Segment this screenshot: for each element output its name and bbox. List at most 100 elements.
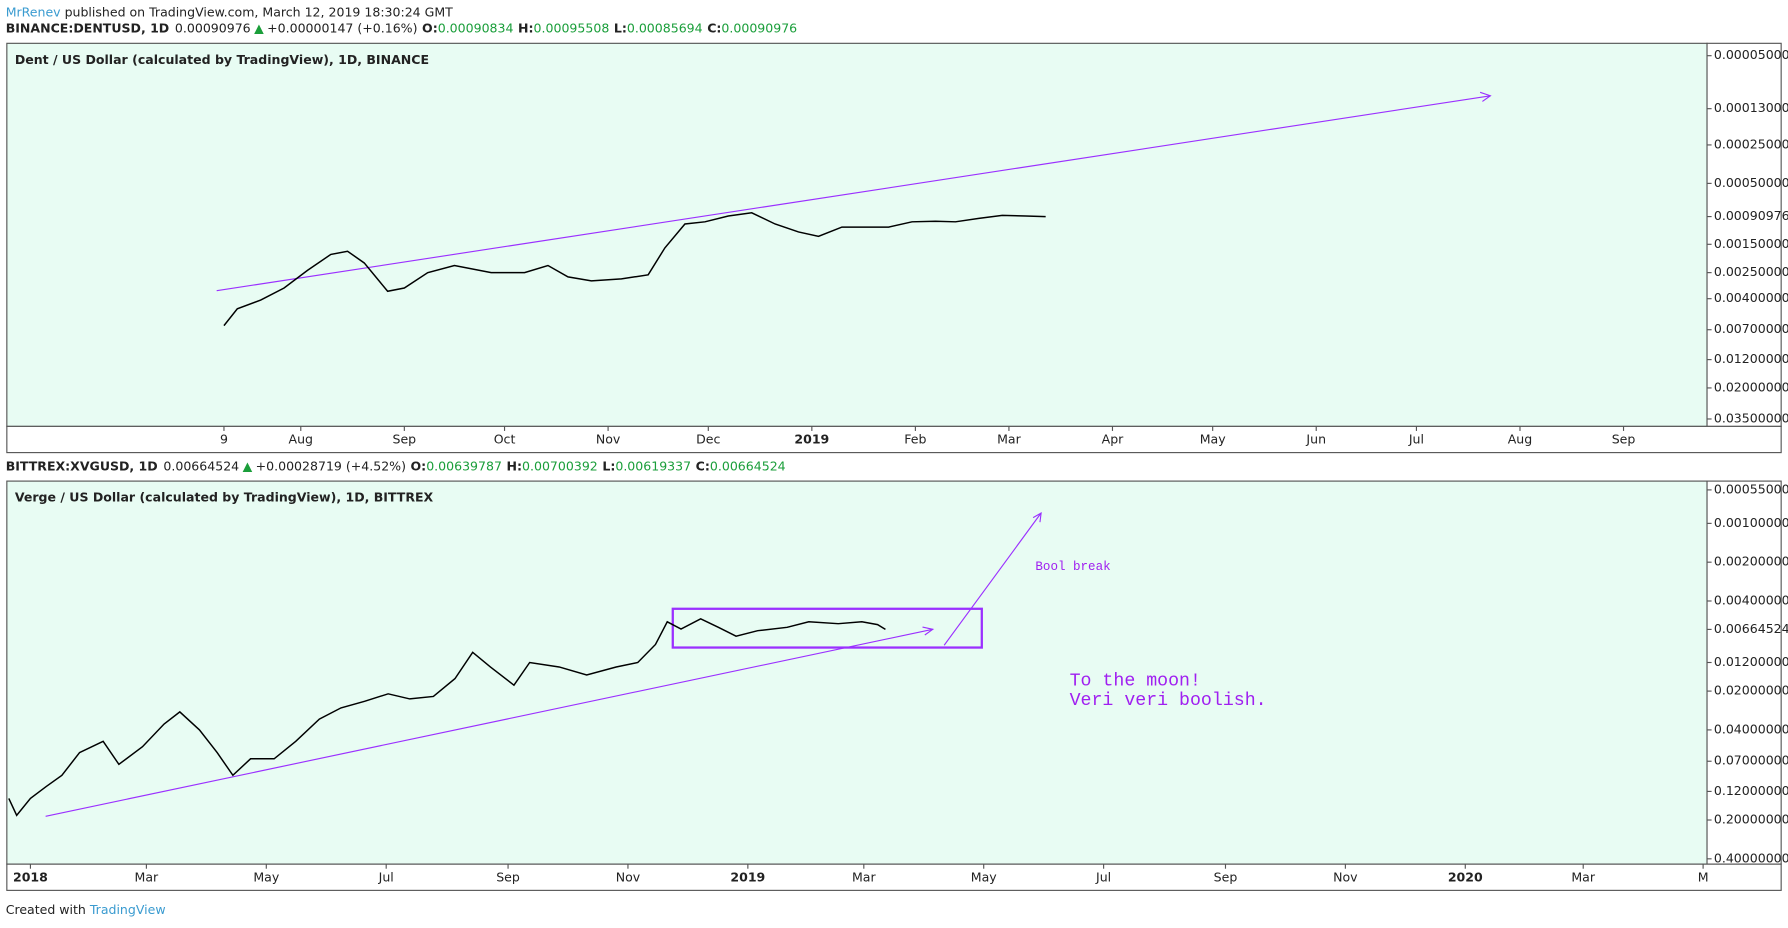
y-tick-label: 0.12000000 [1714, 783, 1788, 798]
x-tick-label: Oct [494, 432, 516, 447]
last-price: 0.00090976 [175, 20, 251, 35]
x-tick-label: Sep [1612, 432, 1636, 447]
symbol-header: BITTREX:XVGUSD, 1D 0.00664524 ▲ +0.00028719… [6, 458, 786, 473]
trend-line[interactable] [45, 628, 933, 817]
y-tick-label: 0.02000000 [1714, 683, 1788, 698]
x-tick-label: 2018 [13, 869, 48, 884]
up-arrow: ▲ [254, 20, 264, 35]
x-tick-label: Dec [696, 432, 720, 447]
footer-text: Created with [6, 901, 86, 916]
range-box[interactable] [671, 607, 983, 649]
x-tick-label: May [971, 869, 997, 884]
x-tick-label: Nov [616, 869, 641, 884]
price-line [8, 617, 886, 817]
ohlc-value: 0.00700392 [522, 458, 598, 473]
y-tick-label: 0.20000000 [1714, 812, 1788, 827]
y-tick-label: 0.00025000 [1714, 136, 1788, 151]
x-tick-label: Aug [289, 432, 313, 447]
x-tick-label: M [1698, 869, 1709, 884]
time-axis-2 [6, 863, 1782, 891]
x-tick-label: Jun [1305, 432, 1326, 447]
last-price-label: 0.00664524 [1714, 621, 1788, 636]
x-tick-label: Mar [135, 869, 159, 884]
pane-1 [6, 42, 1708, 427]
y-tick-label: 0.01200000 [1714, 351, 1788, 366]
x-tick-label: Nov [1333, 869, 1358, 884]
change: +0.00000147 (+0.16%) [267, 20, 417, 35]
y-tick-label: 0.00400000 [1714, 592, 1788, 607]
brand[interactable]: TradingView [89, 901, 166, 916]
x-tick-label: 2019 [730, 869, 765, 884]
y-tick-label: 0.00150000 [1714, 236, 1788, 251]
x-tick-label: Sep [496, 869, 520, 884]
y-tick-label: 0.00250000 [1714, 264, 1788, 279]
published: published on TradingView.com, March 12, … [65, 4, 454, 19]
pane-2 [6, 480, 1708, 865]
annotation: To the moon! [1070, 671, 1201, 691]
change: +0.00028719 (+4.52%) [256, 458, 406, 473]
ohlc-value: 0.00664524 [710, 458, 786, 473]
x-tick-label: Mar [852, 869, 876, 884]
pane-title: Dent / US Dollar (calculated by TradingV… [15, 52, 429, 67]
y-tick-label: 0.40000000 [1714, 850, 1788, 865]
ohlc-value: 0.00639787 [426, 458, 502, 473]
price-axis-1 [1706, 42, 1782, 427]
x-tick-label: Mar [997, 432, 1021, 447]
y-tick-label: 0.00700000 [1714, 321, 1788, 336]
ohlc-label: O: [422, 20, 438, 35]
x-tick-label: Jul [1408, 432, 1424, 447]
x-tick-label: Jul [1095, 869, 1111, 884]
y-tick-label: 0.00055000 [1714, 481, 1788, 496]
x-tick-label: Apr [1102, 432, 1125, 447]
ohlc-value: 0.00090834 [438, 20, 514, 35]
y-tick-label: 0.00100000 [1714, 515, 1788, 530]
symbol-header: BINANCE:DENTUSD, 1D 0.00090976 ▲ +0.0000014… [6, 20, 797, 35]
price-axis-2 [1706, 480, 1782, 865]
ohlc-label: L: [602, 458, 615, 473]
y-tick-label: 0.00050000 [1714, 175, 1788, 190]
x-tick-label: 2020 [1448, 869, 1483, 884]
last-price: 0.00664524 [163, 458, 239, 473]
x-tick-label: Jul [378, 869, 394, 884]
arrow-head [1032, 511, 1042, 523]
y-tick-label: 0.02000000 [1714, 379, 1788, 394]
annotation: Bool break [1035, 560, 1110, 574]
ohlc-label: H: [518, 20, 534, 35]
author[interactable]: MrRenev [6, 4, 61, 19]
pane-title: Verge / US Dollar (calculated by Trading… [15, 490, 434, 505]
last-price-label: 0.00090976 [1714, 208, 1788, 223]
ohlc-value: 0.00090976 [721, 20, 797, 35]
y-tick-label: 0.00400000 [1714, 290, 1788, 305]
trend-line[interactable] [216, 95, 1491, 292]
arrow-line[interactable] [943, 512, 1042, 646]
arrow-head [1479, 91, 1492, 102]
publish-line: MrRenev published on TradingView.com, Ma… [6, 4, 453, 19]
y-tick-label: 0.04000000 [1714, 721, 1788, 736]
x-tick-label: Nov [596, 432, 621, 447]
ohlc-value: 0.00085694 [627, 20, 703, 35]
x-tick-label: May [253, 869, 279, 884]
price-line [223, 212, 1046, 327]
arrow-head [922, 626, 935, 636]
x-tick-label: 9 [220, 432, 228, 447]
ohlc-label: C: [707, 20, 721, 35]
ohlc-value: 0.00619337 [615, 458, 691, 473]
ohlc-label: O: [411, 458, 427, 473]
x-tick-label: Sep [1214, 869, 1238, 884]
ohlc-value: 0.00095508 [534, 20, 610, 35]
y-tick-label: 0.03500000 [1714, 410, 1788, 425]
y-tick-label: 0.07000000 [1714, 753, 1788, 768]
ohlc-label: C: [696, 458, 710, 473]
x-tick-label: Aug [1508, 432, 1532, 447]
x-tick-label: 2019 [794, 432, 829, 447]
footer: Created with TradingView [6, 901, 166, 916]
x-tick-label: May [1200, 432, 1226, 447]
y-tick-label: 0.00200000 [1714, 554, 1788, 569]
ohlc-label: L: [614, 20, 627, 35]
x-tick-label: Sep [393, 432, 417, 447]
y-tick-label: 0.01200000 [1714, 654, 1788, 669]
symbol: BITTREX:XVGUSD, 1D [6, 458, 158, 473]
time-axis-1 [6, 425, 1782, 454]
